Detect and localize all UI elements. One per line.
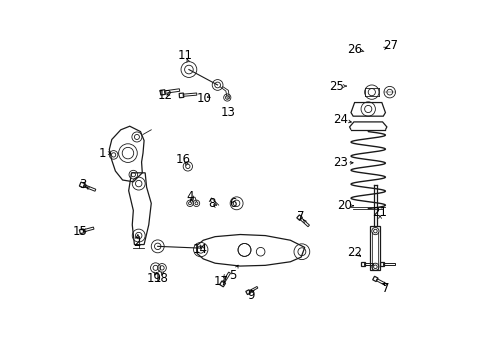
- Text: 20: 20: [336, 199, 351, 212]
- Text: 24: 24: [332, 113, 347, 126]
- Text: 8: 8: [207, 197, 215, 210]
- Text: 14: 14: [192, 243, 207, 256]
- Text: 1: 1: [99, 147, 106, 159]
- Text: 10: 10: [197, 92, 211, 105]
- Text: 16: 16: [175, 153, 190, 166]
- Text: 2: 2: [133, 236, 141, 249]
- Text: 25: 25: [329, 80, 344, 93]
- Text: 17: 17: [213, 275, 228, 288]
- Text: 19: 19: [146, 272, 162, 285]
- Text: 4: 4: [186, 190, 193, 203]
- Text: 13: 13: [221, 106, 235, 119]
- Text: 21: 21: [372, 207, 387, 220]
- Text: 3: 3: [79, 178, 86, 191]
- Text: 15: 15: [73, 225, 87, 238]
- Text: 23: 23: [332, 156, 347, 169]
- Text: 26: 26: [347, 42, 362, 55]
- Text: 6: 6: [229, 197, 236, 210]
- Bar: [369, 226, 380, 270]
- Text: 7: 7: [382, 282, 389, 295]
- Text: 5: 5: [229, 269, 236, 282]
- Text: 11: 11: [178, 49, 192, 62]
- Text: 9: 9: [247, 289, 254, 302]
- Text: 7: 7: [297, 210, 305, 223]
- Text: 12: 12: [157, 89, 172, 102]
- Text: 27: 27: [383, 39, 398, 52]
- Text: 18: 18: [154, 272, 168, 285]
- Text: 22: 22: [347, 246, 362, 259]
